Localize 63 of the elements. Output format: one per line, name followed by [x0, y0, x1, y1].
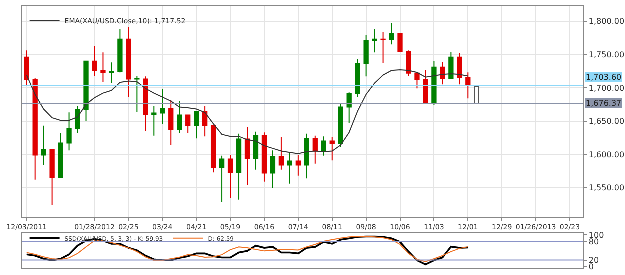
candlestick: [50, 149, 55, 206]
candlestick: [287, 152, 293, 184]
candlestick: [330, 136, 335, 162]
candlestick: [321, 136, 326, 156]
candlestick: [66, 112, 72, 152]
candlestick: [338, 103, 344, 148]
candlestick: [32, 77, 38, 180]
candlestick: [84, 60, 89, 122]
candlestick: [278, 136, 284, 170]
candlestick: [414, 72, 420, 90]
candlestick: [177, 100, 182, 134]
y-tick-label: 1,750.00: [588, 50, 625, 60]
candlestick: [440, 61, 446, 86]
ref-line-label: 1,703.60: [586, 73, 622, 82]
candlestick: [92, 46, 98, 76]
candlestick: [380, 32, 386, 64]
candlestick: [296, 154, 301, 176]
y-tick-label: 1,800.00: [588, 17, 625, 26]
candlestick: [228, 154, 234, 200]
candlestick: [457, 52, 462, 86]
candlestick: [134, 75, 140, 112]
y-tick-label: 1,700.00: [588, 84, 625, 93]
candlestick: [24, 50, 30, 86]
candlestick: [100, 52, 106, 82]
candlestick: [364, 34, 369, 78]
y-tick-label: 1,600.00: [588, 150, 625, 160]
ref-line-label: 1,676.37: [586, 99, 622, 108]
candlestick: [58, 132, 64, 178]
candlestick: [244, 126, 250, 186]
candlestick: [194, 111, 200, 140]
candlestick: [253, 131, 259, 170]
y-tick-label: 1,550.00: [588, 184, 625, 193]
candlestick: [41, 125, 46, 166]
candlestick: [186, 114, 191, 134]
candlestick: [219, 155, 225, 204]
candlestick: [262, 132, 268, 182]
candlestick: [168, 99, 174, 146]
candlestick: [398, 34, 403, 52]
candlestick: [160, 88, 166, 124]
candlestick: [423, 69, 428, 104]
y-tick-label: 0: [588, 262, 594, 272]
candlestick: [270, 150, 276, 190]
candlestick: [448, 51, 454, 80]
candlestick: [152, 105, 157, 136]
candlestick: [346, 92, 352, 124]
candlestick: [210, 125, 216, 174]
candlestick: [118, 28, 123, 74]
candlestick: [304, 133, 310, 180]
candlestick: [143, 76, 148, 132]
candlestick: [202, 105, 208, 138]
candlestick: [236, 133, 242, 200]
candlestick: [466, 72, 471, 100]
y-tick-label: 1,650.00: [588, 117, 625, 126]
candlestick: [432, 60, 437, 106]
candlestick: [389, 22, 394, 46]
candlestick: [109, 62, 114, 84]
candlestick: [372, 28, 378, 54]
candlestick: [312, 135, 318, 164]
line-series: [26, 69, 469, 154]
candlestick: [75, 105, 80, 134]
candlestick: [355, 58, 360, 98]
candlestick: [406, 50, 412, 76]
y-tick-label: 80: [588, 237, 600, 246]
